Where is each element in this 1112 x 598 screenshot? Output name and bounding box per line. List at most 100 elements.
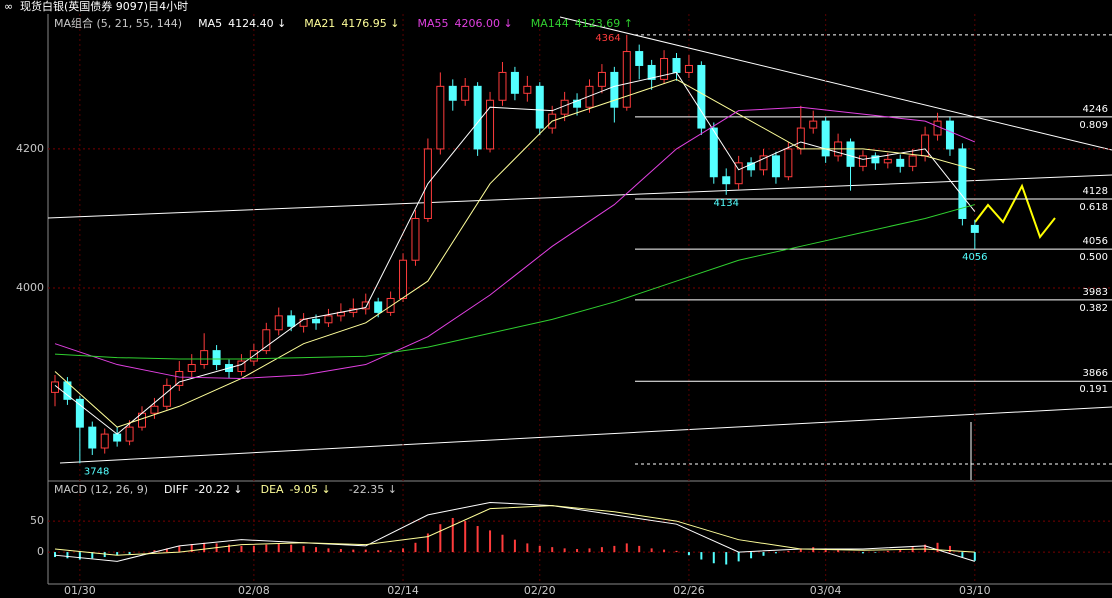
candle-body [660,58,669,80]
candle-body [212,350,221,366]
fib-ratio: 0.191 [1079,384,1108,395]
candle-body [970,224,979,233]
candle-body [535,85,544,129]
candle-body [75,398,84,428]
candle-body [796,127,805,150]
candle-body [883,158,892,164]
candle-body [162,384,171,407]
fib-ratio: 0.809 [1079,120,1108,131]
legend-text: 4123.69 ↑ [575,17,633,30]
x-tick-label: 02/14 [387,584,419,597]
candle-body [262,329,271,352]
candle-body [386,297,395,313]
candle-body [622,51,631,108]
candle-body [759,155,768,171]
candle-body [734,162,743,185]
candle-body [858,155,867,167]
candle-body [200,350,209,366]
chart-title: 现货白银(英国债券 9097)目4小时 [20,0,188,13]
legend-text: DEA [261,483,284,496]
legend-text: MA21 [304,17,335,30]
candle-body [461,85,470,101]
candle-body [585,85,594,108]
low-label: 4056 [962,252,987,263]
y-tick-label: 50 [30,514,44,527]
ma-line [54,71,976,435]
trend-line [59,406,1112,464]
legend-text: MA5 [198,17,222,30]
candle-body [88,426,97,449]
x-tick-label: 03/04 [810,584,842,597]
candle-body [523,85,532,94]
fib-ratio: 0.500 [1079,252,1108,263]
x-tick-label: 02/26 [673,584,705,597]
candle-body [299,318,308,327]
candle-body [647,64,656,80]
candle-body [51,381,59,393]
candle-body [958,148,967,219]
ma-line [54,78,975,428]
candle-body [374,301,383,313]
fib-price: 3866 [1083,368,1108,379]
candle-body [945,120,954,150]
candle-body [709,127,718,178]
y-tick-label: 0 [37,545,44,558]
candle-body [113,433,122,442]
legend-text: DIFF [164,483,188,496]
candle-body [809,120,818,129]
legend-text: 4206.00 ↓ [455,17,513,30]
candle-body [871,155,880,164]
candle-body [287,315,296,327]
fib-price: 4056 [1083,236,1108,247]
candle-body [63,381,72,400]
title-bar [0,0,1112,14]
x-tick-label: 02/20 [524,584,556,597]
candle-body [436,85,445,150]
ma-line [54,106,976,379]
candle-body [573,99,582,108]
candle-body [697,64,706,129]
legend-text: -9.05 ↓ [290,483,331,496]
candle-body [324,315,333,324]
candle-body [473,85,482,150]
candle-body [411,217,420,261]
legend-text: MA55 [418,17,449,30]
candle-body [312,318,321,324]
candle-body [448,85,457,101]
candle-body [498,71,507,101]
candle-body [237,360,246,372]
ma-line [54,501,975,562]
fib-price: 4128 [1083,186,1108,197]
x-tick-label: 03/10 [959,584,991,597]
legend-text: -22.35 ↓ [349,483,397,496]
candle-body [635,51,644,66]
trend-line [559,16,1112,151]
candle-body [896,158,905,167]
link-icon: ∞ [4,0,13,13]
legend-text: 4124.40 ↓ [228,17,286,30]
x-tick-label: 01/30 [64,584,96,597]
fib-ratio: 0.618 [1079,202,1108,213]
candle-body [486,99,495,150]
candle-body [510,71,519,94]
legend-text: MA组合 (5, 21, 55, 144) [54,16,182,30]
candle-body [175,370,184,386]
fib-price: 3983 [1083,287,1108,298]
y-tick-label: 4000 [16,281,44,294]
candle-body [100,433,109,449]
legend-text: -20.22 ↓ [194,483,242,496]
candle-body [908,155,917,167]
candle-body [722,176,731,185]
candle-body [399,259,408,299]
x-tick-label: 02/08 [238,584,270,597]
ma-line [54,204,975,360]
candle-body [187,364,196,372]
y-tick-label: 4200 [16,142,44,155]
candle-body [933,120,942,136]
low-label: 4134 [713,198,738,209]
fib-ratio: 0.382 [1079,303,1108,314]
candle-body [771,155,780,178]
trend-line [47,174,1112,219]
high-label: 4364 [595,33,620,44]
